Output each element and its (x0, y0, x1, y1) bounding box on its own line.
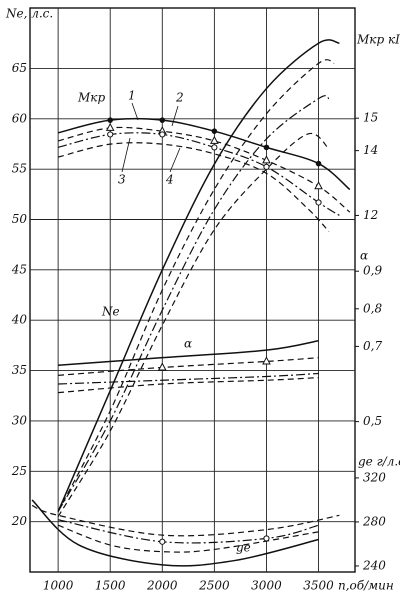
x-tick-label: 1500 (95, 579, 126, 593)
x-tick-label: 2000 (146, 579, 178, 593)
y2-tick-label: 0,9 (363, 264, 382, 278)
annotation: Мкр (77, 91, 105, 105)
curve (31, 499, 319, 567)
marker (263, 535, 270, 542)
curve (58, 377, 319, 394)
y2-tick-label: 280 (362, 514, 386, 528)
x-tick-label: 3500 (303, 579, 334, 593)
marker (315, 199, 322, 206)
axis-label: Мкр кГм (356, 33, 400, 47)
axis-label: gе г/л.с.ч (358, 455, 400, 469)
y-tick-label: 60 (12, 111, 28, 125)
curve (58, 340, 319, 366)
x-tick-label: 1000 (43, 579, 74, 593)
curve (57, 59, 335, 512)
annotation: 3 (118, 173, 126, 187)
marker (107, 117, 114, 123)
y-tick-label: 65 (12, 61, 27, 75)
y2-tick-label: 15 (363, 111, 378, 125)
x-tick-label: 3000 (251, 579, 282, 593)
x-tick-label: 2500 (198, 579, 230, 593)
y2-tick-label: 0,5 (363, 414, 382, 428)
curve (57, 524, 319, 553)
y-tick-label: 35 (12, 363, 27, 377)
annotation: gе (236, 541, 251, 555)
y-tick-label: 20 (11, 514, 28, 528)
y-tick-label: 25 (11, 464, 27, 478)
y2-tick-label: 14 (363, 143, 378, 157)
leader-lines (121, 102, 181, 173)
axis-label: α (360, 249, 368, 263)
axis-label: Nе, л.с. (5, 7, 53, 21)
curve (31, 504, 340, 537)
marker (262, 155, 271, 164)
y-tick-label: 40 (11, 313, 28, 327)
curve (58, 357, 319, 376)
marker (157, 362, 167, 371)
marker (263, 144, 270, 151)
annotation: 2 (175, 91, 184, 105)
marker (211, 128, 218, 134)
marker (107, 131, 114, 138)
y2-tick-label: 320 (363, 470, 386, 484)
annotation: 4 (165, 173, 174, 187)
y2-tick-label: 0,8 (363, 301, 382, 315)
marker (211, 144, 218, 151)
y-tick-label: 50 (12, 212, 28, 226)
curve (58, 519, 319, 544)
x-axis-label: n,об/мин (338, 579, 394, 593)
y2-tick-label: 0,7 (363, 339, 382, 353)
y-tick-label: 30 (12, 413, 28, 427)
marker (159, 131, 166, 138)
marker (262, 356, 271, 365)
y2-tick-label: 12 (363, 208, 378, 222)
marker (315, 160, 322, 167)
marker (263, 163, 270, 170)
marker (159, 538, 166, 545)
curve (57, 132, 340, 216)
curve (57, 95, 330, 512)
curve (57, 39, 340, 512)
curve (57, 126, 351, 213)
annotation: Nе (101, 305, 120, 319)
y-tick-label: 55 (12, 162, 27, 176)
marker (105, 122, 115, 131)
annotation: 1 (128, 89, 136, 103)
marker (210, 135, 219, 144)
curve (58, 372, 319, 385)
annotation: α (184, 337, 192, 351)
curve (57, 142, 330, 233)
y2-tick-label: 240 (362, 558, 386, 572)
plot-frame (29, 7, 356, 573)
y-tick-label: 45 (11, 262, 27, 276)
marker (159, 117, 166, 123)
marker (314, 181, 323, 190)
